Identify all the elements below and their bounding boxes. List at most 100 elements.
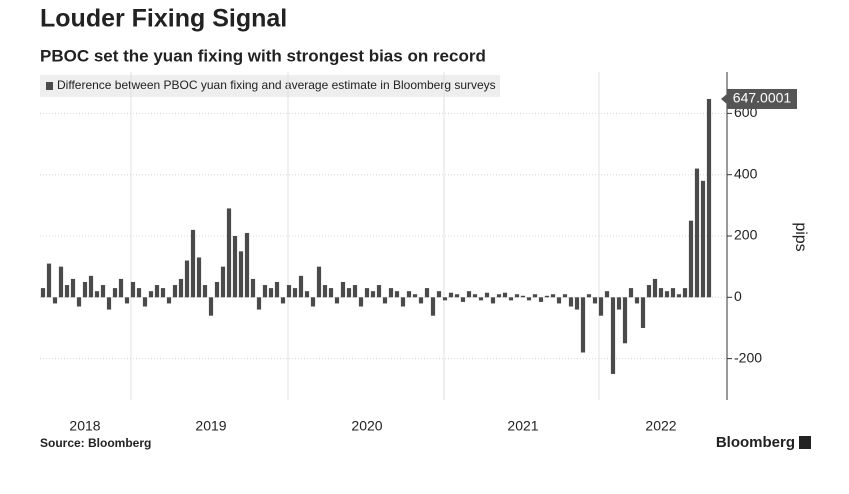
bar: [622, 297, 628, 344]
bar: [184, 260, 190, 298]
x-tick-label: 2022: [645, 418, 676, 434]
legend-label: Difference between PBOC yuan fixing and …: [57, 78, 496, 92]
bar: [364, 288, 370, 298]
bar: [628, 288, 634, 298]
bar: [514, 294, 520, 298]
bar: [394, 291, 400, 298]
bar: [280, 297, 286, 304]
bar: [202, 285, 208, 298]
chart-title: Louder Fixing Signal: [40, 5, 287, 33]
bar: [64, 285, 70, 298]
bar: [538, 297, 544, 302]
bar: [112, 288, 118, 298]
bar: [310, 297, 316, 307]
bar: [454, 294, 460, 298]
bar: [652, 278, 658, 298]
x-tick-label: 2019: [195, 418, 226, 434]
bar: [142, 297, 148, 307]
bar: [508, 297, 514, 301]
bar: [244, 232, 250, 298]
bar: [490, 297, 496, 304]
bar: [664, 291, 670, 298]
bar: [496, 294, 502, 298]
bar: [616, 297, 622, 310]
bar: [682, 288, 688, 298]
bar: [670, 288, 676, 298]
bar: [502, 292, 508, 298]
bar: [94, 291, 100, 298]
bar: [634, 297, 640, 304]
source: Source: Bloomberg: [40, 436, 151, 450]
bar: [160, 288, 166, 298]
bar: [658, 288, 664, 298]
bar: [340, 281, 346, 298]
bar: [286, 285, 292, 298]
bar: [214, 281, 220, 298]
y-tick-label: 400: [734, 165, 758, 181]
bar: [370, 291, 376, 298]
brand-icon: [799, 436, 811, 449]
bar: [388, 288, 394, 298]
bar: [466, 291, 472, 298]
bar: [226, 208, 232, 298]
x-tick-label: 2021: [507, 418, 538, 434]
bar: [58, 266, 64, 298]
bar: [382, 297, 388, 304]
bar: [610, 297, 616, 374]
bar: [238, 251, 244, 298]
bar: [316, 266, 322, 298]
bar: [136, 288, 142, 298]
bar: [328, 288, 334, 298]
bar: [118, 278, 124, 298]
bar: [460, 297, 466, 302]
bar: [436, 291, 442, 298]
bar: [430, 297, 436, 316]
bar: [532, 294, 538, 298]
bar: [196, 257, 202, 298]
bar: [70, 278, 76, 298]
bar: [604, 291, 610, 298]
x-tick-label: 2018: [69, 418, 100, 434]
bar: [88, 275, 94, 298]
bar: [346, 288, 352, 298]
legend-box: [40, 75, 500, 97]
bar: [568, 297, 574, 307]
bar: [700, 180, 706, 298]
bar: [688, 220, 694, 298]
bar: [298, 275, 304, 298]
x-tick-label: 2020: [351, 418, 382, 434]
bar: [220, 266, 226, 298]
bar: [406, 291, 412, 298]
bar: [646, 285, 652, 298]
bar: [376, 285, 382, 298]
bar: [154, 285, 160, 298]
bar: [448, 292, 454, 298]
value-callout-pointer: [721, 92, 728, 105]
bar: [706, 98, 712, 298]
bar: [562, 294, 568, 298]
bar: [178, 278, 184, 298]
bar: [544, 295, 550, 298]
bar: [358, 297, 364, 307]
bar: [418, 297, 424, 304]
y-axis-label: pips: [792, 222, 809, 251]
bar: [100, 285, 106, 298]
bar: [424, 288, 430, 298]
bar: [478, 297, 484, 301]
brand: Bloomberg: [716, 434, 795, 451]
value-callout: 647.0001: [733, 90, 792, 106]
bar: [334, 297, 340, 304]
bar: [526, 297, 532, 301]
bar: [256, 297, 262, 310]
bar: [148, 291, 154, 298]
bar: [592, 297, 598, 304]
bar: [292, 288, 298, 298]
bar: [640, 297, 646, 328]
bar: [232, 236, 238, 298]
bar: [52, 297, 58, 304]
bar: [274, 281, 280, 298]
bar: [574, 297, 580, 310]
bar: [694, 168, 700, 298]
bar: [190, 229, 196, 298]
